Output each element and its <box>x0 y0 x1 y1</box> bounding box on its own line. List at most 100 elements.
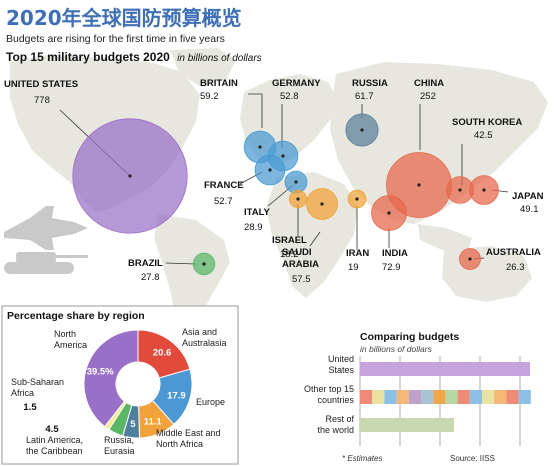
country-value-france: 52.7 <box>214 196 233 207</box>
country-value-iran: 19 <box>348 262 359 273</box>
country-name-britain: BRITAIN <box>200 78 238 89</box>
compare-bar-other-segment <box>494 390 507 404</box>
compare-label-rest-of-the-world: Rest of the world <box>317 414 354 435</box>
donut-label-part-asia-and-australasia: Asia and <box>182 327 217 337</box>
compare-bar-united-states <box>360 362 530 376</box>
military-silhouettes <box>4 206 88 274</box>
country-value-saudi-arabia: 57.5 <box>292 274 311 285</box>
compare-bar-other-segment <box>469 390 482 404</box>
country-value-britain: 59.2 <box>200 91 219 102</box>
chart-title-main: Top 15 military budgets 2020 <box>6 50 170 64</box>
donut-value-russia-eurasia: 5 <box>130 419 136 430</box>
compare-bar-other-segment <box>421 390 434 404</box>
country-name-united-states: UNITED STATES <box>4 79 78 90</box>
bubble-center-israel <box>296 197 300 201</box>
country-value-russia: 61.7 <box>355 91 374 102</box>
bubble-center-russia <box>360 128 364 132</box>
country-name-australia: AUSTRALIA <box>486 247 541 258</box>
region-donut-labels: 20.6 17.9 11.1 5 39.5% Asia and Australasia Eur… <box>11 327 227 456</box>
leader-saudi-arabia <box>309 231 321 247</box>
bubble-center-iran <box>355 197 359 201</box>
donut-label-middle-east-and-north-africa: Middle East and North Africa <box>156 428 221 449</box>
compare-label-part-united-states: United <box>328 354 354 364</box>
source-credit: Source: IISS <box>450 454 495 463</box>
bubble-center-japan <box>482 188 486 192</box>
compare-bar-other-segment <box>360 390 373 404</box>
donut-label-part-asia-and-australasia: Australasia <box>182 338 227 348</box>
region-share-title: Percentage share by region <box>7 310 145 322</box>
country-name-germany: GERMANY <box>272 78 321 89</box>
country-name-italy: ITALY <box>244 207 271 218</box>
donut-label-part-russia-eurasia: Russia, <box>104 435 134 445</box>
fighter-jet-icon <box>4 206 88 250</box>
comparing-budgets-units: in billions of dollars <box>360 344 433 354</box>
country-value-south-korea: 42.5 <box>474 130 493 141</box>
compare-bar-other-segment <box>506 390 519 404</box>
leader-brazil <box>165 262 197 265</box>
donut-value-europe: 17.9 <box>167 391 186 402</box>
bubble-center-india <box>387 211 391 215</box>
donut-value-latin-america-the-caribbean: 4.5 <box>45 424 59 435</box>
tank-icon <box>4 252 88 274</box>
country-value-united-states: 778 <box>34 95 50 106</box>
country-value-japan: 49.1 <box>520 204 539 215</box>
compare-label-other-top-15-countries: Other top 15 countries <box>304 384 355 405</box>
chart-title-units: in billions of dollars <box>177 53 262 64</box>
compare-label-united-states: United States <box>328 354 355 375</box>
compare-label-part-other-top-15-countries: countries <box>317 395 354 405</box>
country-name-russia: RUSSIA <box>352 78 388 89</box>
donut-label-part-middle-east-and-north-africa: Middle East and <box>156 428 221 438</box>
country-name-japan: JAPAN <box>512 191 544 202</box>
compare-bar-other-segment <box>518 390 531 404</box>
country-value-israel: 18.2 <box>280 249 299 260</box>
bubble-center-italy <box>294 180 298 184</box>
page-subtitle: Budgets are rising for the first time in… <box>6 33 225 45</box>
donut-value-asia-and-australasia: 20.6 <box>153 348 172 359</box>
country-name-china: CHINA <box>414 78 444 89</box>
leader-britain <box>248 93 263 128</box>
bubble-center-china <box>417 183 421 187</box>
donut-label-russia-eurasia: Russia, Eurasia <box>104 435 135 456</box>
compare-bar-other-segment <box>408 390 421 404</box>
country-name-part-saudi-arabia: ARABIA <box>282 259 319 270</box>
donut-label-part-latin-america-the-caribbean: Latin America, <box>26 435 83 445</box>
donut-label-part-sub-saharan-africa: Sub-Saharan <box>11 377 64 387</box>
donut-label-north-america: North America <box>54 329 87 350</box>
comparing-budgets-panel: Comparing budgets in billions of dollars… <box>304 331 531 463</box>
region-share-panel: Percentage share by region 20.6 17.9 11.1 5… <box>1 305 239 465</box>
compare-bar-other-segment <box>372 390 385 404</box>
bubble-center-australia <box>468 257 472 261</box>
compare-label-part-other-top-15-countries: Other top 15 <box>304 384 354 394</box>
donut-label-latin-america-the-caribbean: Latin America, the Caribbean <box>26 435 83 456</box>
donut-value-middle-east-and-north-africa: 11.1 <box>144 417 163 428</box>
region-share-panel-frame <box>1 305 239 465</box>
donut-slice-north-america <box>83 329 139 428</box>
donut-label-sub-saharan-africa: Sub-Saharan Africa <box>11 377 64 398</box>
country-name-india: INDIA <box>382 248 408 259</box>
compare-label-part-united-states: States <box>328 365 354 375</box>
country-value-brazil: 27.8 <box>141 272 160 283</box>
bubble-center-france <box>268 168 272 172</box>
country-name-part-saudi-arabia: SAUDI <box>282 247 312 258</box>
compare-bar-other-segment <box>482 390 495 404</box>
greenland-land <box>170 48 236 86</box>
comparing-budgets-rows: United States Other top 15 countries Rest of… <box>304 354 531 446</box>
compare-bar-rest-of-world <box>360 418 454 432</box>
chart-title: Top 15 military budgets 2020 in billions… <box>6 50 262 64</box>
donut-label-part-sub-saharan-africa: Africa <box>11 388 34 398</box>
country-name-south-korea: SOUTH KOREA <box>452 117 522 128</box>
bubble-center-united-states <box>128 174 132 178</box>
country-value-india: 72.9 <box>382 262 401 273</box>
page-title: 2020年全球国防预算概览 <box>6 6 242 30</box>
country-name-israel: ISRAEL <box>272 235 307 246</box>
comparing-budgets-title: Comparing budgets <box>360 331 459 343</box>
compare-bar-other-segment <box>433 390 446 404</box>
donut-label-part-latin-america-the-caribbean: the Caribbean <box>26 446 83 456</box>
donut-label-part-north-america: America <box>54 340 87 350</box>
estimates-footnote: * Estimates <box>342 454 382 463</box>
donut-label-part-russia-eurasia: Eurasia <box>104 446 135 456</box>
country-labels: UNITED STATES 778 CHINA 252 INDIA 72.9 RUSSIA 6… <box>4 78 544 285</box>
donut-value-sub-saharan-africa: 1.5 <box>23 402 37 413</box>
compare-bar-other-segment <box>457 390 470 404</box>
